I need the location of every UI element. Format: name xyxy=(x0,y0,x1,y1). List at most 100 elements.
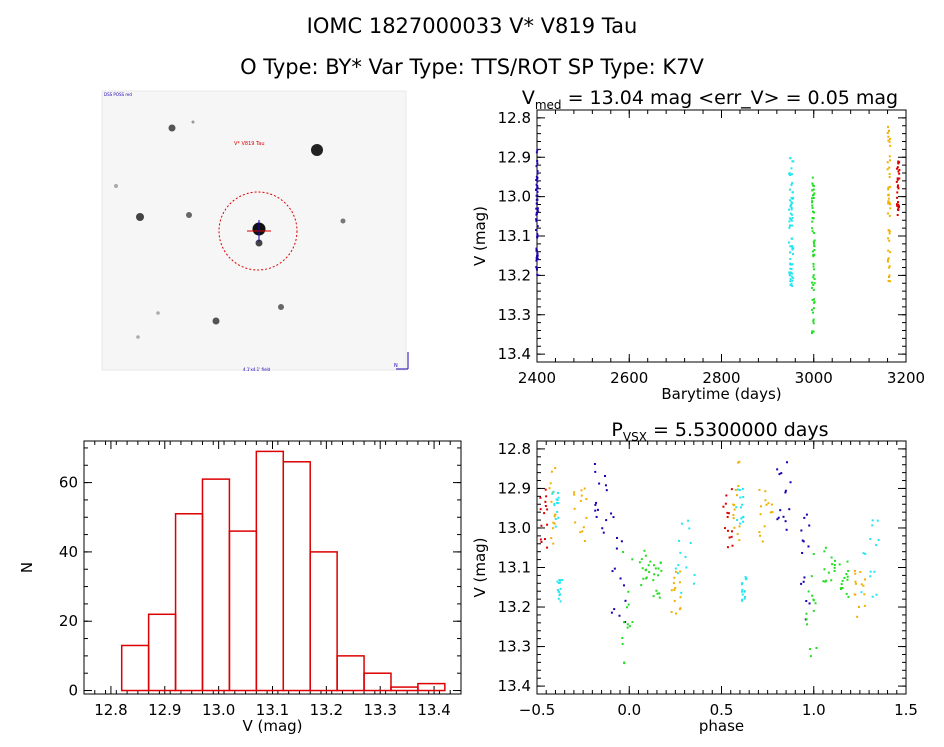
phased-point xyxy=(860,583,863,586)
phased-point xyxy=(800,529,803,532)
phased-point xyxy=(546,546,549,549)
star xyxy=(340,218,346,224)
phased-point xyxy=(654,567,657,570)
phased-point xyxy=(830,556,833,559)
data-point-season4 xyxy=(886,212,889,215)
data-point-season2 xyxy=(791,202,794,205)
data-point-season1 xyxy=(535,212,538,215)
phased-point xyxy=(625,606,628,609)
data-point-season2 xyxy=(788,217,791,220)
phased-point xyxy=(830,579,833,582)
data-point-season1 xyxy=(535,249,538,252)
phased-point xyxy=(559,600,562,603)
x-tick-label: 13.4 xyxy=(417,701,450,719)
phased-point xyxy=(845,592,848,595)
phased-point xyxy=(877,539,880,542)
data-point-season1 xyxy=(536,233,539,236)
data-point-season2 xyxy=(791,263,794,266)
data-point-season4 xyxy=(888,172,891,175)
x-tick-label: 2600 xyxy=(610,369,648,387)
data-point-season2 xyxy=(791,279,794,282)
sky-thumbnail: DSS POSS red V* V819 Tau 4.1'x4.1' field… xyxy=(101,90,409,372)
phased-point xyxy=(869,575,872,578)
histogram-bar xyxy=(282,461,311,692)
phased-point xyxy=(743,597,746,600)
phased-point xyxy=(641,567,644,570)
data-point-season5 xyxy=(896,196,899,199)
data-point-season2 xyxy=(789,224,792,227)
phased-point xyxy=(723,527,726,530)
data-point-season3 xyxy=(813,249,816,252)
star xyxy=(191,120,195,124)
phased-point xyxy=(739,506,742,509)
phased-point xyxy=(553,515,556,518)
phased-point xyxy=(556,510,559,513)
data-point-season3 xyxy=(811,206,814,209)
phased-point xyxy=(620,540,623,543)
phased-point xyxy=(594,503,597,506)
phased-point xyxy=(653,573,656,576)
plot-frame xyxy=(536,109,907,363)
data-point-season1 xyxy=(536,207,539,210)
data-point-season1 xyxy=(535,220,538,223)
thumbnail-target-label: V* V819 Tau xyxy=(234,141,265,147)
phased-point xyxy=(780,472,783,475)
phased-point xyxy=(824,546,827,549)
phased-point xyxy=(559,579,562,582)
data-point-season4 xyxy=(886,161,889,164)
phased-point xyxy=(726,511,729,514)
chart-title: PVSX = 5.5300000 days xyxy=(611,419,828,444)
data-point-season3 xyxy=(813,301,816,304)
data-point-season4 xyxy=(889,280,892,283)
phased-point xyxy=(673,588,676,591)
star xyxy=(136,335,140,339)
phased-point xyxy=(557,590,560,593)
phased-point xyxy=(822,580,825,583)
phased-point xyxy=(738,525,741,528)
phased-point xyxy=(815,646,818,649)
phased-point xyxy=(742,496,745,499)
phased-point xyxy=(741,598,744,601)
phased-point xyxy=(594,509,597,512)
data-point-season3 xyxy=(811,227,814,230)
data-point-season2 xyxy=(790,218,793,221)
phased-point xyxy=(741,503,744,506)
data-point-season2 xyxy=(788,172,791,175)
data-point-season3 xyxy=(810,197,813,200)
phased-point xyxy=(853,569,856,572)
data-point-season3 xyxy=(812,311,815,314)
x-tick-label: 12.9 xyxy=(148,701,181,719)
phased-point xyxy=(593,462,596,465)
data-point-season4 xyxy=(889,185,892,188)
phased-point xyxy=(672,582,675,585)
phased-point xyxy=(739,496,742,499)
data-point-season2 xyxy=(790,267,793,270)
star xyxy=(212,317,220,325)
data-point-season2 xyxy=(791,216,794,219)
data-point-season4 xyxy=(888,265,891,268)
data-point-season3 xyxy=(811,230,814,233)
phased-point xyxy=(544,488,547,491)
phased-point xyxy=(741,593,744,596)
phased-point xyxy=(689,541,692,544)
phased-point xyxy=(738,539,741,542)
data-point-season2 xyxy=(788,199,791,202)
phased-point xyxy=(734,488,737,491)
histogram-bar xyxy=(363,672,392,692)
phased-point xyxy=(693,573,696,576)
phased-point xyxy=(594,470,597,473)
data-point-season1 xyxy=(536,177,539,180)
phased-point xyxy=(871,595,874,598)
phased-point xyxy=(652,579,655,582)
data-point-season5 xyxy=(897,187,900,190)
data-point-season3 xyxy=(811,204,814,207)
phased-point xyxy=(622,551,625,554)
data-point-season3 xyxy=(813,245,816,248)
data-point-season3 xyxy=(810,281,813,284)
phased-point xyxy=(810,575,813,578)
phased-point xyxy=(621,642,624,645)
phased-point xyxy=(612,516,615,519)
data-point-season2 xyxy=(789,263,792,266)
data-point-season1 xyxy=(536,162,539,165)
